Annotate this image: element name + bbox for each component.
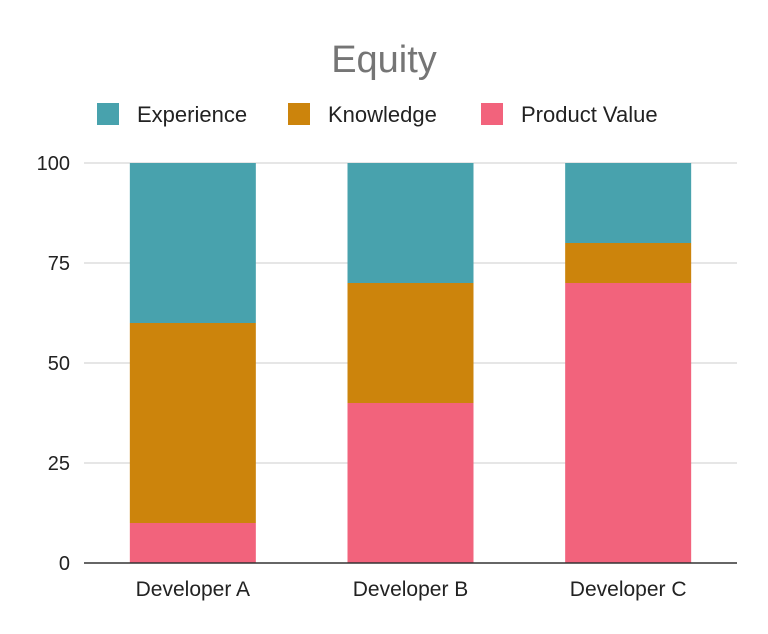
y-tick-label-50: 50 <box>48 353 70 375</box>
bar-product-value-developer-c <box>565 283 692 563</box>
x-tick-label-developer-b: Developer B <box>353 578 469 601</box>
bar-knowledge-developer-b <box>347 283 474 403</box>
legend-label-knowledge: Knowledge <box>328 102 437 127</box>
y-tick-label-0: 0 <box>59 553 70 575</box>
legend-label-experience: Experience <box>137 102 247 127</box>
y-tick-label-75: 75 <box>48 253 70 275</box>
legend-swatch-knowledge <box>288 103 310 125</box>
bar-experience-developer-c <box>565 163 692 243</box>
y-tick-label-25: 25 <box>48 453 70 475</box>
x-tick-label-developer-a: Developer A <box>136 578 250 601</box>
x-tick-label-developer-c: Developer C <box>570 578 687 601</box>
bar-experience-developer-a <box>129 163 256 323</box>
legend-swatch-product-value <box>481 103 503 125</box>
bar-knowledge-developer-a <box>129 323 256 523</box>
y-tick-label-100: 100 <box>37 153 70 175</box>
bar-knowledge-developer-c <box>565 243 692 283</box>
bar-experience-developer-b <box>347 163 474 283</box>
legend: Experience Knowledge Product Value <box>97 102 658 127</box>
bar-product-value-developer-b <box>347 403 474 563</box>
legend-swatch-experience <box>97 103 119 125</box>
legend-label-product-value: Product Value <box>521 102 658 127</box>
bars <box>129 163 692 563</box>
chart-title: Equity <box>331 39 437 81</box>
bar-product-value-developer-a <box>129 523 256 563</box>
axes: 0 25 50 75 100 Developer A Developer B Develope… <box>37 153 737 601</box>
